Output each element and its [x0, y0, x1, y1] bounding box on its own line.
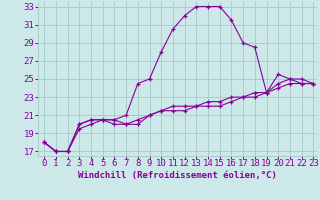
X-axis label: Windchill (Refroidissement éolien,°C): Windchill (Refroidissement éolien,°C) [78, 171, 277, 180]
